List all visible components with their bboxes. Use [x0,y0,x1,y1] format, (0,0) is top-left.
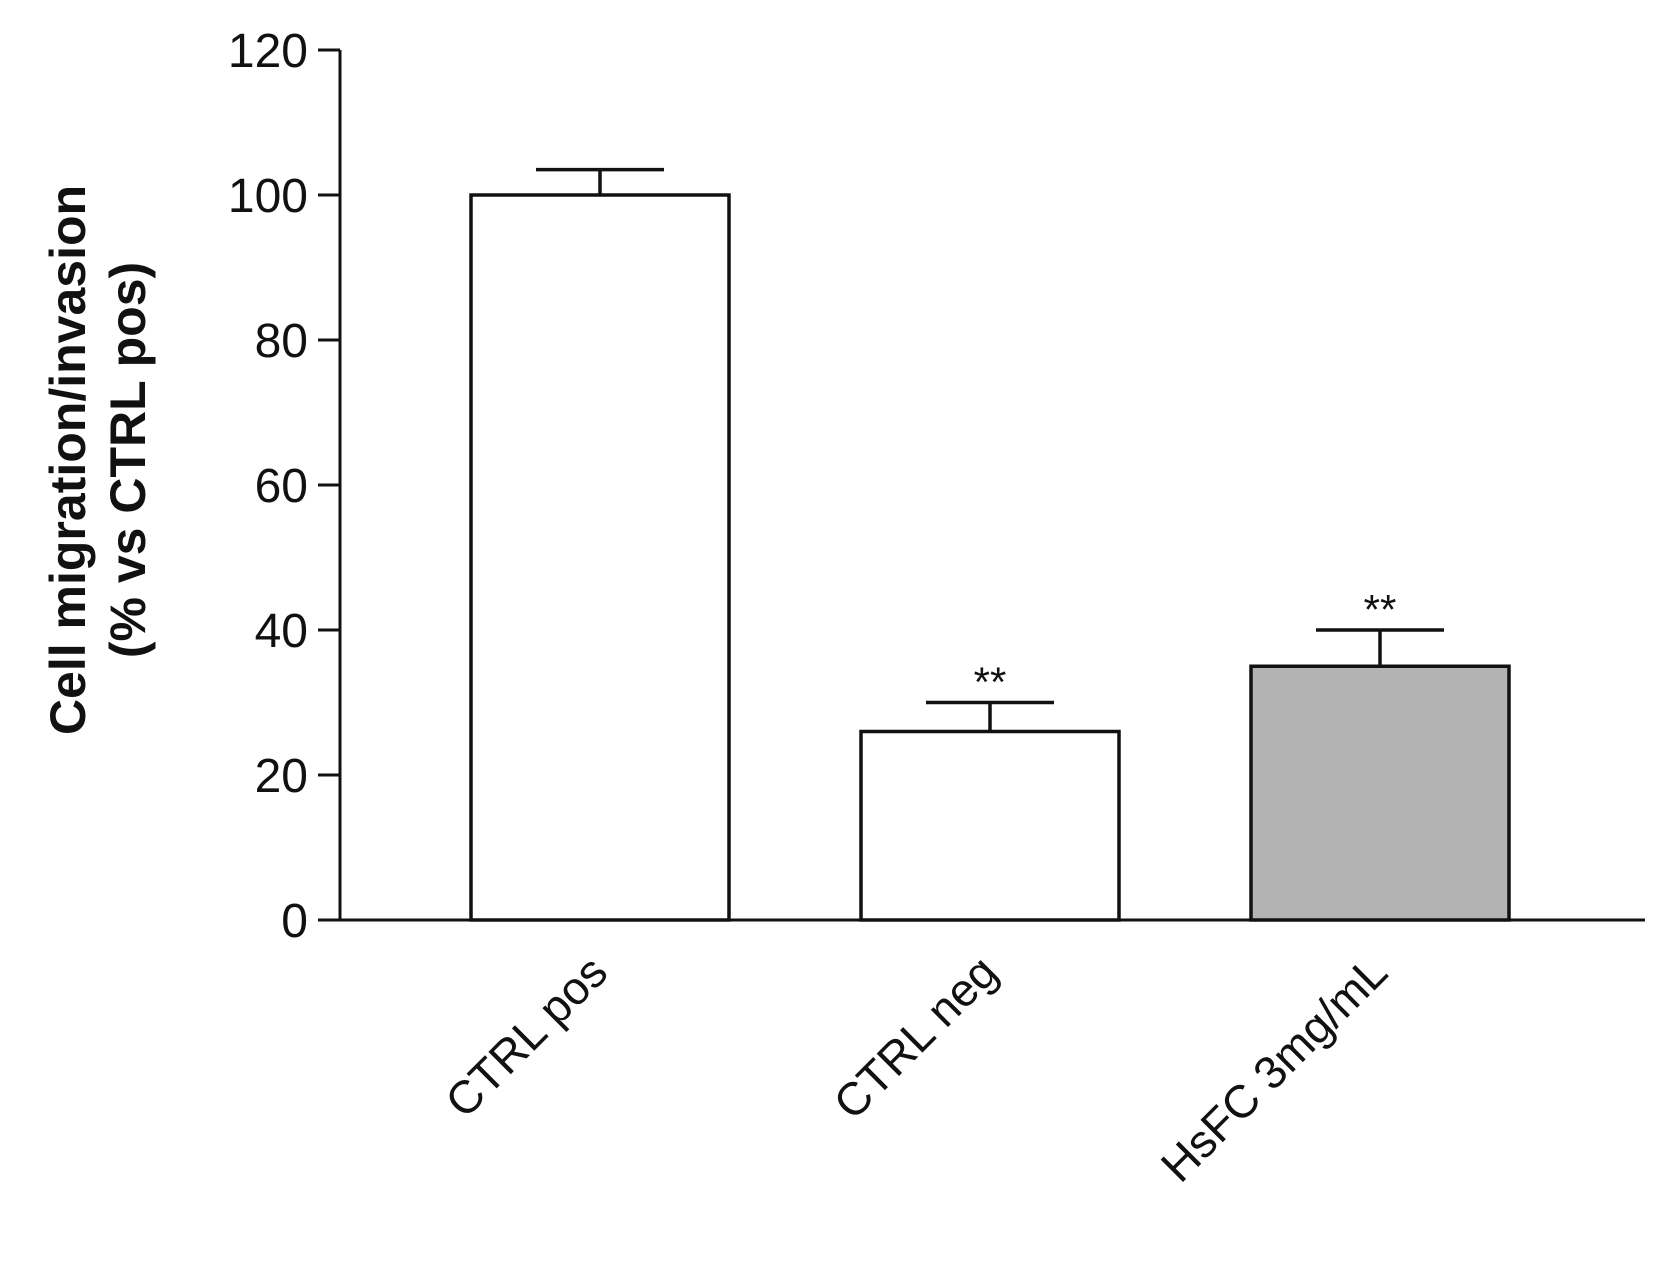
plot-area: 0 20 40 60 80 100 120 CTRL pos ** CTRL neg ** HsFC … [228,25,1645,1192]
y-axis-title-line2: (% vs CTRL pos) [100,262,156,658]
y-tick-label: 20 [255,750,308,803]
bar [469,193,731,922]
significance-label: ** [974,659,1007,706]
y-axis-title: Cell migration/invasion (% vs CTRL pos) [40,185,156,735]
y-tick-label: 60 [255,460,308,513]
y-tick-label: 0 [281,895,308,948]
x-tick-label: HsFC 3mg/mL [1151,945,1397,1191]
y-tick-label: 80 [255,315,308,368]
x-tick-label: CTRL pos [435,945,617,1127]
bar [859,729,1121,922]
y-tick-label: 120 [228,25,308,78]
significance-label: ** [1364,586,1397,633]
x-tick-label: CTRL neg [823,945,1007,1129]
bar [1249,664,1511,922]
y-axis-title-line1: Cell migration/invasion [40,185,96,735]
y-tick-label: 100 [228,170,308,223]
y-tick-label: 40 [255,605,308,658]
